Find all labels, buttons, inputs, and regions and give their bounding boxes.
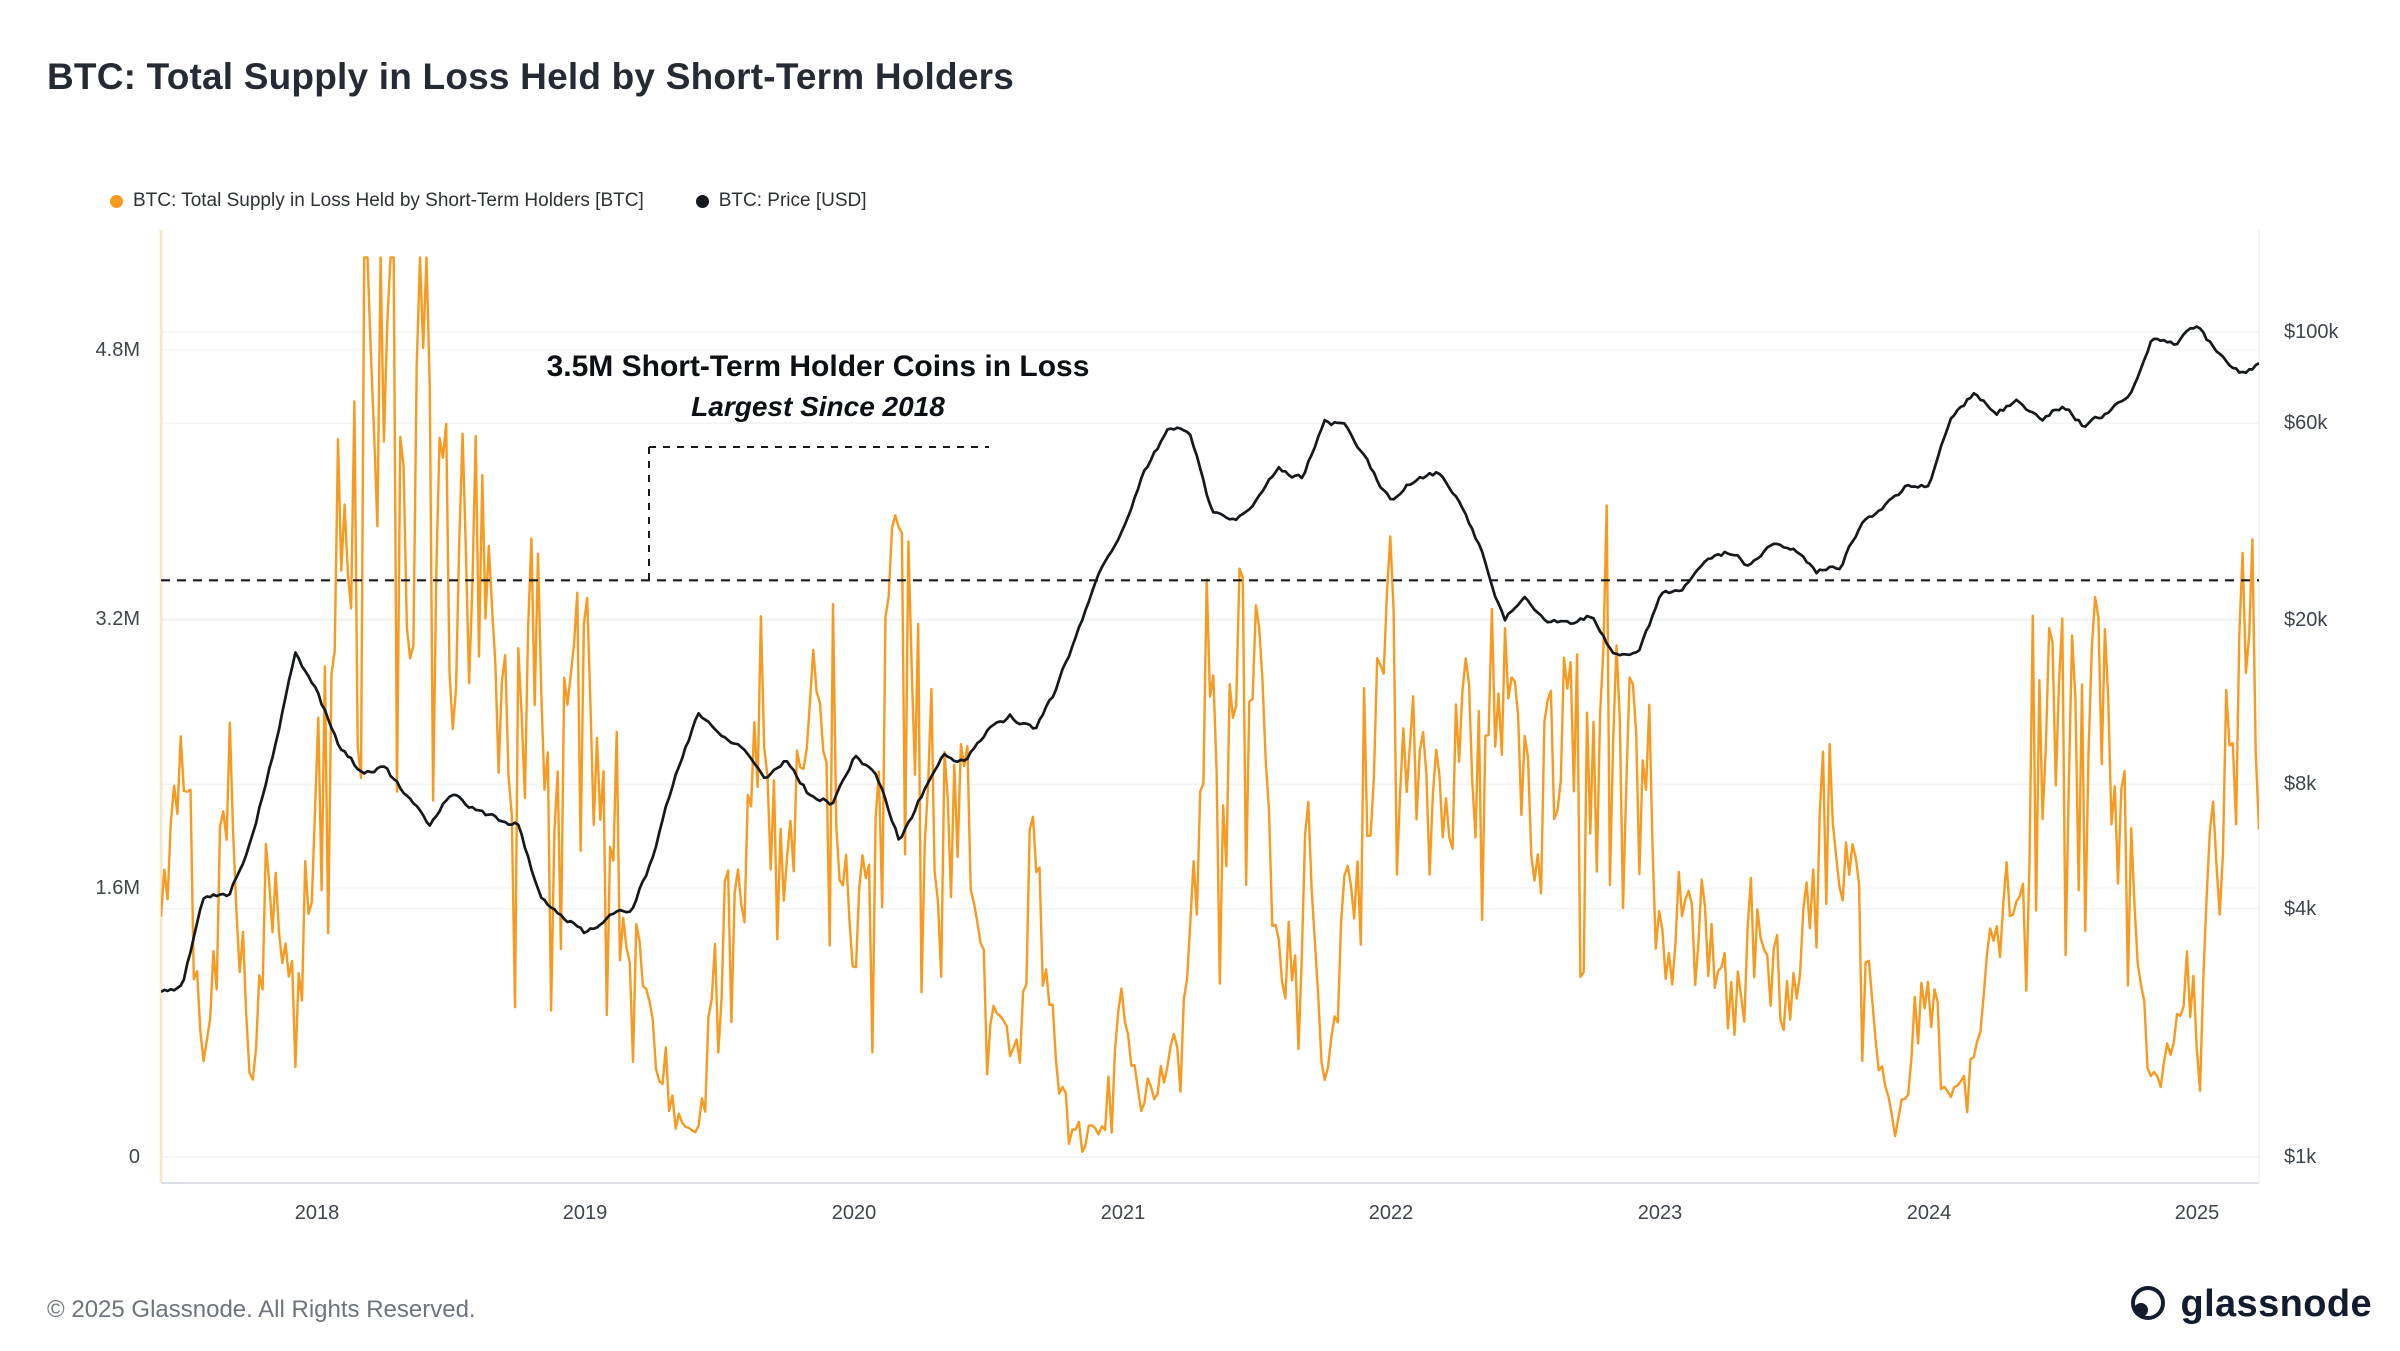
x-axis-tick: 2025: [2174, 1202, 2220, 1224]
y-axis-right-tick: $1k: [2284, 1146, 2317, 1168]
y-axis-left-tick: 4.8M: [95, 339, 140, 361]
x-axis-tick: 2024: [1906, 1202, 1952, 1224]
annotation-headline: 3.5M Short-Term Holder Coins in Loss: [546, 350, 1090, 383]
legend: BTC: Total Supply in Loss Held by Short-…: [110, 190, 867, 212]
y-axis-right-tick: $8k: [2284, 773, 2317, 795]
y-axis-right-tick: $20k: [2284, 609, 2328, 631]
x-axis-tick: 2020: [831, 1202, 877, 1224]
glassnode-wordmark: glassnode: [2180, 1282, 2372, 1325]
chart-title: BTC: Total Supply in Loss Held by Short-…: [47, 56, 1014, 97]
x-axis-tick: 2018: [294, 1202, 340, 1224]
supply-series-swatch-icon: [110, 194, 123, 208]
supply-in-loss-series: [161, 256, 2259, 1154]
chart-annotation: 3.5M Short-Term Holder Coins in Loss Lar…: [518, 350, 1118, 423]
legend-item-supply[interactable]: BTC: Total Supply in Loss Held by Short-…: [110, 190, 644, 212]
x-axis-tick: 2023: [1637, 1202, 1683, 1224]
y-axis-left-tick: 0: [128, 1146, 140, 1168]
y-axis-left-tick: 1.6M: [95, 877, 140, 899]
y-axis-right-tick: $60k: [2284, 412, 2328, 434]
y-axis-left-tick: 3.2M: [95, 608, 140, 630]
legend-label-price: BTC: Price [USD]: [718, 190, 867, 211]
legend-label-supply: BTC: Total Supply in Loss Held by Short-…: [133, 190, 644, 211]
price-series: [161, 325, 2259, 994]
x-axis-tick: 2021: [1100, 1202, 1146, 1224]
legend-item-price[interactable]: BTC: Price [USD]: [695, 190, 867, 212]
y-axis-right-tick: $100k: [2284, 321, 2339, 343]
glassnode-brand[interactable]: glassnode: [2126, 1282, 2372, 1326]
annotation-subline: Largest Since 2018: [691, 391, 945, 422]
y-axis-right-tick: $4k: [2284, 898, 2317, 920]
glassnode-logo-icon: [2131, 1286, 2166, 1320]
price-series-swatch-icon: [695, 194, 709, 208]
x-axis-tick: 2019: [562, 1202, 608, 1224]
x-axis-tick: 2022: [1368, 1202, 1414, 1224]
copyright-text: © 2025 Glassnode. All Rights Reserved.: [47, 1296, 476, 1323]
